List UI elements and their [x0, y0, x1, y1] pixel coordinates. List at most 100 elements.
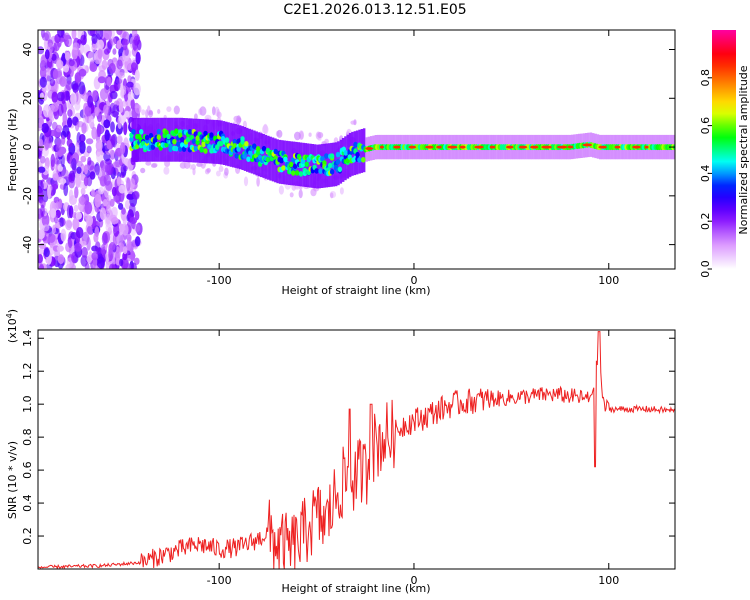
noise-blob: [38, 229, 45, 240]
noise-blob: [74, 142, 80, 155]
noise-blob: [127, 75, 132, 84]
ridge-blob: [355, 151, 360, 158]
ridge-blob: [148, 132, 154, 139]
faint-blob: [294, 131, 301, 141]
noise-blob: [104, 30, 112, 40]
ridge-halo: [260, 133, 263, 178]
noise-blob: [44, 139, 50, 150]
noise-blob: [117, 72, 125, 79]
ridge-blob: [273, 148, 278, 155]
noise-blob: [78, 81, 86, 95]
ridge-blob: [203, 148, 208, 154]
faint-blob: [308, 132, 312, 137]
x-tick-label: -100: [207, 574, 232, 587]
y-unit-exponent: 4: [5, 313, 14, 318]
faint-blob: [330, 192, 334, 199]
noise-blob: [68, 173, 73, 183]
peak-blob: [436, 145, 442, 149]
noise-blob: [94, 226, 100, 238]
noise-blob: [110, 134, 116, 146]
noise-blob: [97, 256, 105, 269]
noise-blob: [66, 138, 73, 148]
ridge-blob: [300, 158, 306, 165]
ridge-halo: [339, 139, 343, 184]
noise-blob: [43, 248, 50, 258]
ridge-blob: [156, 128, 161, 135]
ridge-blob: [291, 170, 296, 176]
noise-blob: [116, 40, 122, 49]
noise-blob: [66, 204, 72, 219]
noise-blob: [52, 69, 59, 80]
noise-blob: [97, 76, 106, 84]
noise-blob: [133, 82, 141, 96]
noise-blob: [59, 217, 64, 227]
ridge-blob: [329, 169, 335, 175]
noise-blob: [61, 134, 66, 146]
noise-blob: [72, 217, 80, 231]
noise-blob: [68, 59, 75, 67]
ridge-blob: [187, 129, 193, 135]
peak-blob: [408, 145, 417, 149]
noise-blob: [72, 42, 80, 51]
noise-blob: [101, 232, 108, 246]
noise-blob: [106, 195, 112, 202]
ridge-halo: [292, 141, 296, 186]
noise-blob: [50, 208, 57, 219]
noise-blob: [118, 111, 127, 124]
ridge-halo: [283, 140, 286, 185]
y-tick-label: 0.6: [21, 461, 34, 479]
noise-blob: [56, 91, 65, 102]
noise-blob: [74, 173, 82, 186]
ridge-blob: [191, 138, 196, 145]
ridge-blob: [324, 153, 329, 159]
peak-blob: [644, 145, 649, 149]
colorbar-tick-label: 0.6: [699, 117, 712, 135]
ridge-halo: [133, 118, 137, 162]
ridge-halo: [358, 129, 361, 174]
ridge-halo: [309, 143, 312, 188]
noise-blob: [129, 217, 138, 224]
noise-blob: [104, 129, 110, 142]
faint-blob: [262, 124, 269, 135]
peak-blob: [632, 145, 641, 149]
ridge-blob: [180, 142, 185, 148]
peak-blob: [506, 145, 514, 149]
noise-blob: [134, 223, 141, 232]
ridge-blob: [304, 161, 309, 168]
peak-blob: [459, 145, 466, 149]
ridge-blob: [131, 129, 136, 135]
faint-blob: [294, 185, 300, 190]
noise-blob: [129, 202, 136, 217]
noise-blob: [87, 51, 96, 62]
noise-blob: [83, 176, 89, 187]
ridge-halo: [316, 144, 319, 189]
noise-blob: [122, 215, 127, 226]
noise-blob: [79, 43, 85, 54]
noise-blob: [86, 215, 93, 227]
noise-blob: [63, 182, 69, 197]
ridge-blob: [244, 141, 249, 147]
noise-blob: [122, 100, 128, 107]
ridge-blob: [185, 136, 191, 143]
noise-blob: [122, 252, 128, 261]
ridge-blob: [328, 162, 333, 169]
noise-blob: [123, 121, 128, 136]
noise-blob: [91, 188, 95, 198]
noise-blob: [131, 62, 137, 71]
x-tick-label: 0: [410, 274, 417, 287]
noise-blob: [108, 248, 114, 261]
faint-blob: [339, 187, 344, 195]
noise-blob: [91, 90, 98, 102]
faint-blob: [298, 189, 303, 199]
noise-blob: [120, 233, 126, 247]
noise-blob: [134, 69, 140, 82]
noise-blob: [79, 134, 86, 143]
peak-blob: [582, 143, 593, 147]
noise-blob: [119, 258, 124, 267]
noise-blob: [106, 140, 112, 150]
noise-blob: [38, 138, 44, 151]
noise-blob: [74, 186, 79, 199]
noise-blob: [51, 91, 58, 104]
faint-blob: [148, 110, 153, 115]
snr-series-line: [38, 331, 675, 569]
